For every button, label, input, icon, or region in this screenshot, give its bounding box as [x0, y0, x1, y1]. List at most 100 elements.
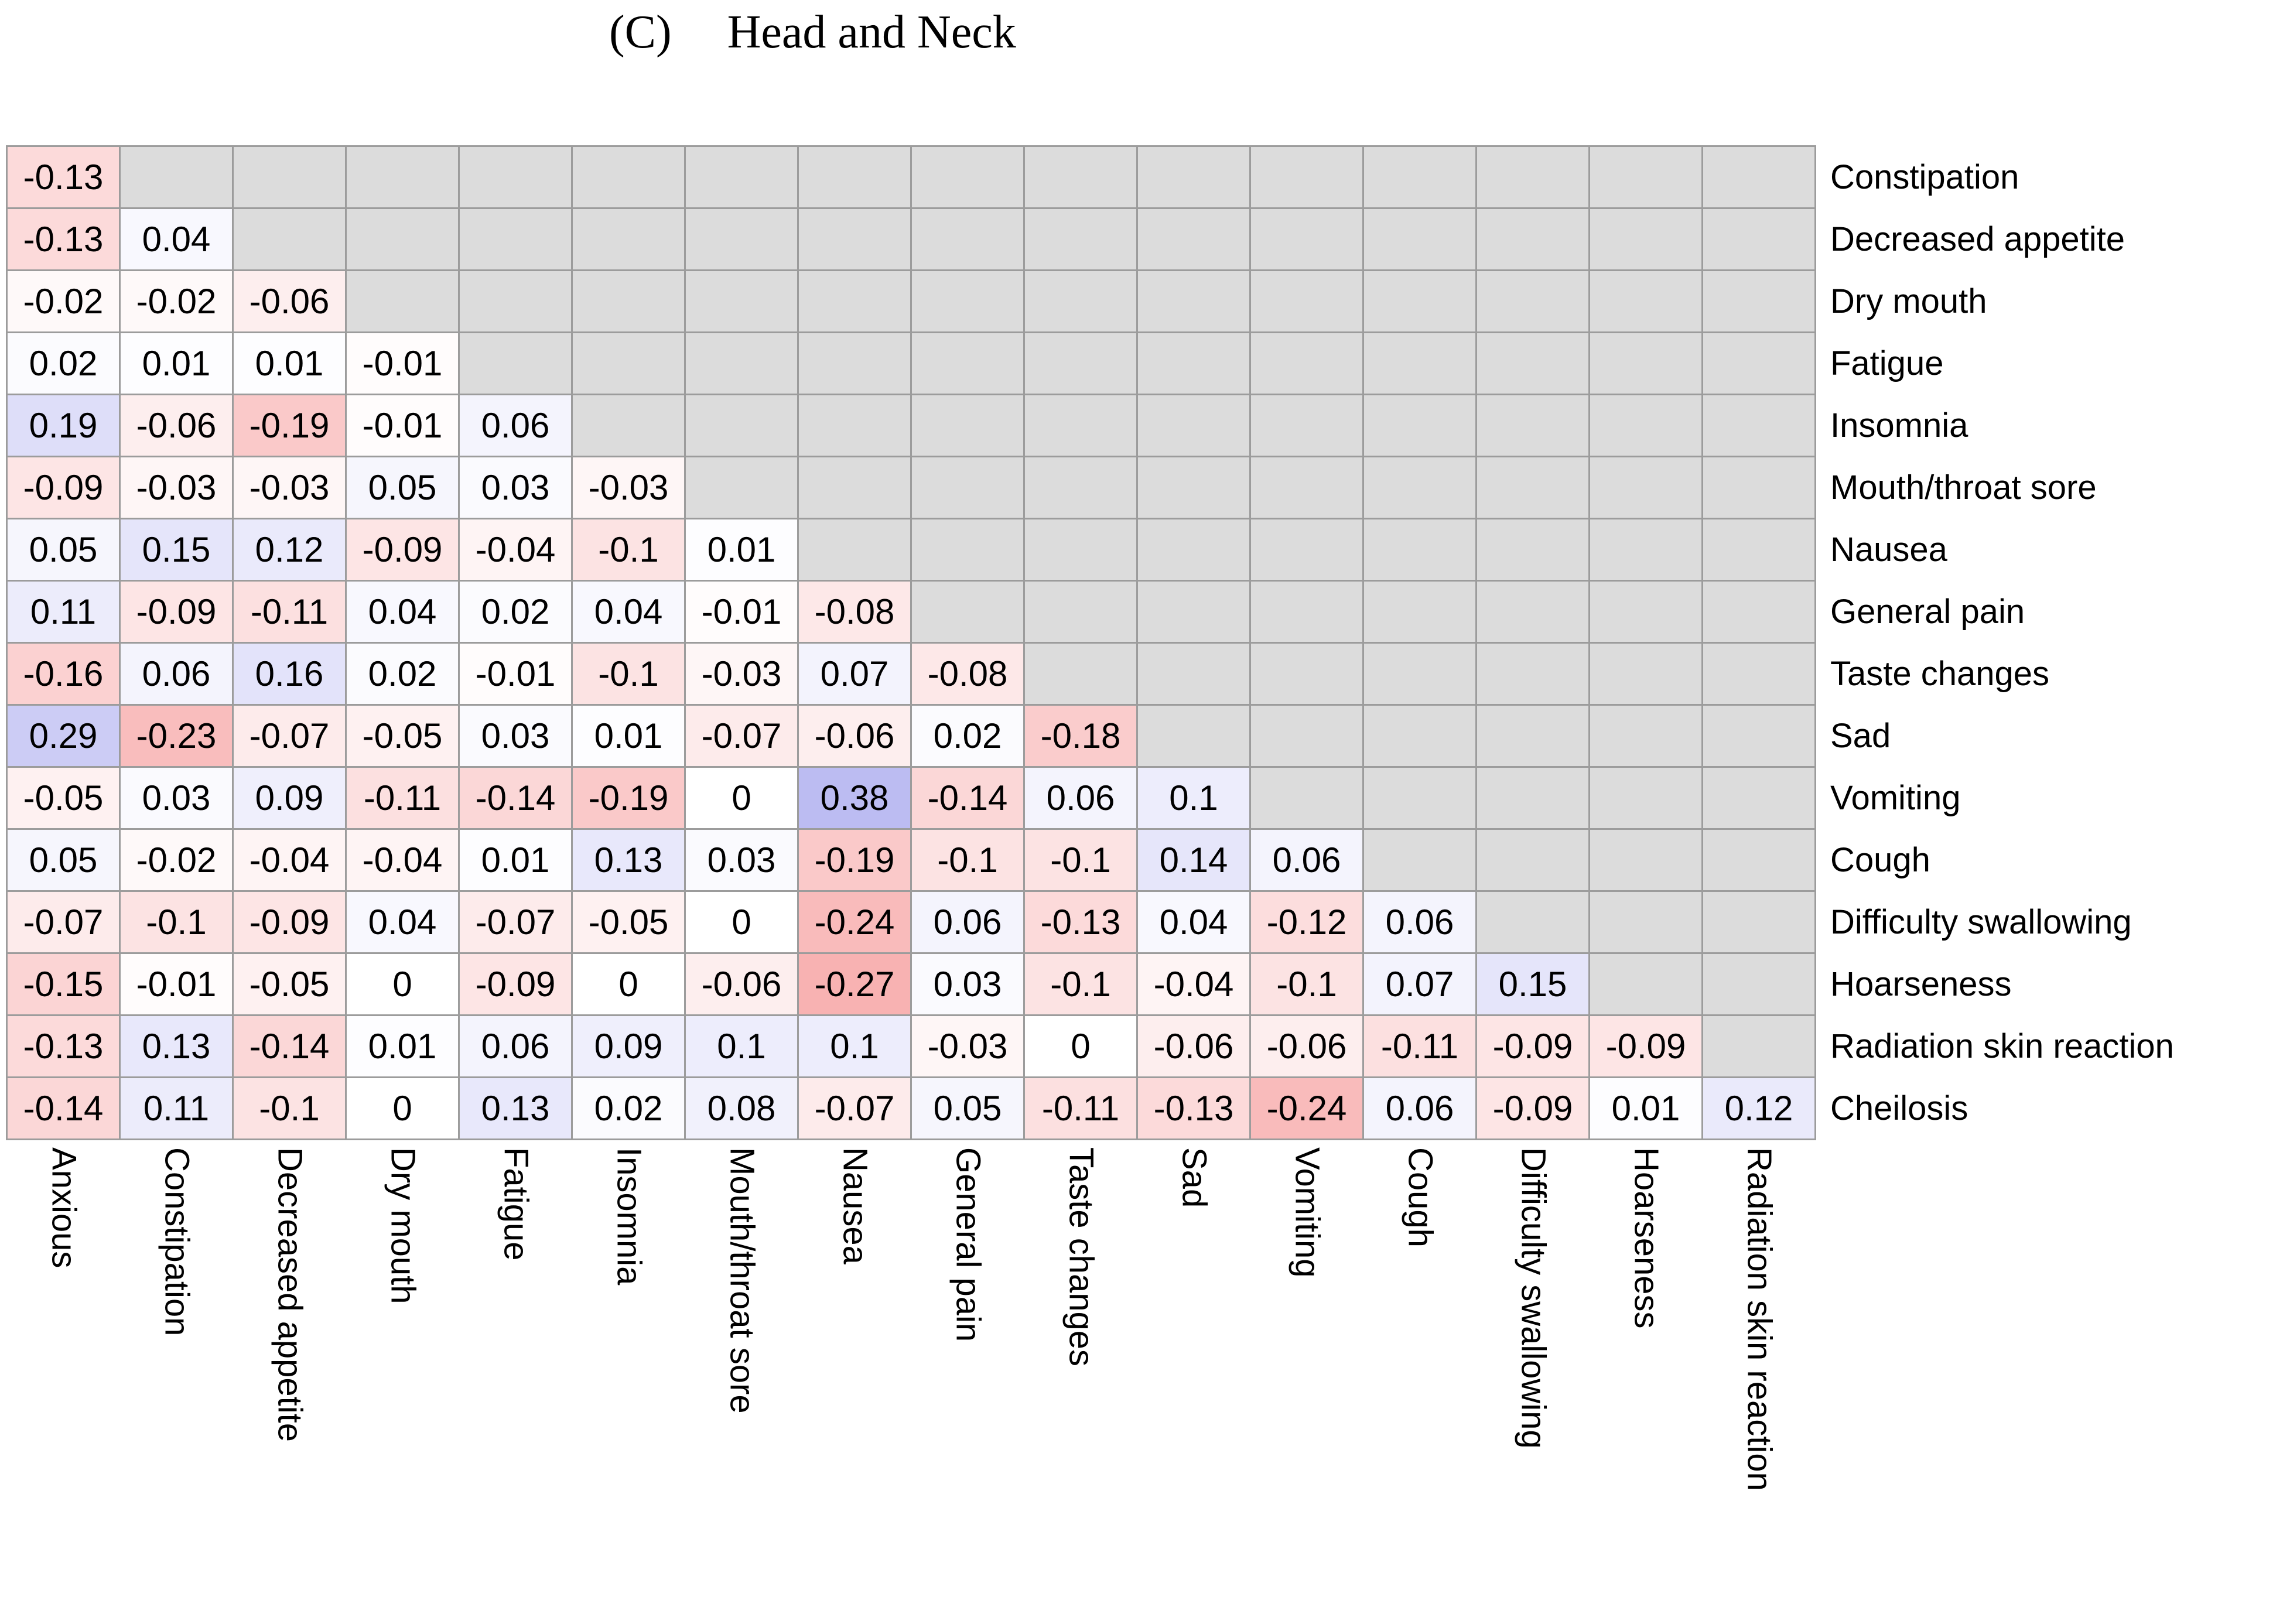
matrix-cell-empty: [1025, 209, 1136, 269]
matrix-cell: -0.01: [121, 954, 232, 1014]
matrix-cell-empty: [1138, 519, 1249, 580]
matrix-cell: -0.11: [347, 768, 458, 828]
matrix-cell-empty: [1703, 954, 1814, 1014]
matrix-cell: -0.06: [1138, 1016, 1249, 1076]
matrix-cell-empty: [1703, 1016, 1814, 1076]
matrix-cell: 0.04: [347, 582, 458, 642]
matrix-cell-empty: [686, 395, 797, 456]
matrix-cell-empty: [1025, 582, 1136, 642]
matrix-cell: 0.29: [8, 706, 119, 766]
matrix-cell-empty: [1364, 706, 1475, 766]
matrix-cell: -0.1: [912, 830, 1023, 890]
matrix-cell-empty: [1251, 457, 1362, 518]
matrix-cell-empty: [1477, 457, 1588, 518]
matrix-cell: 0.01: [121, 333, 232, 394]
matrix-cell: 0.06: [1025, 768, 1136, 828]
matrix-cell-empty: [1251, 768, 1362, 828]
matrix-cell: 0.06: [1364, 892, 1475, 952]
matrix-cell-empty: [347, 209, 458, 269]
matrix-cell: -0.01: [460, 644, 571, 704]
x-axis-label: Mouth/throat sore: [686, 1147, 797, 1592]
matrix-cell-empty: [912, 333, 1023, 394]
matrix-cell: -0.1: [121, 892, 232, 952]
matrix-cell: 0.13: [121, 1016, 232, 1076]
x-axis-label-text: Hoarseness: [1627, 1147, 1666, 1329]
matrix-cell-empty: [1477, 582, 1588, 642]
matrix-cell: -0.09: [1477, 1016, 1588, 1076]
matrix-cell-empty: [912, 395, 1023, 456]
matrix-cell: -0.13: [8, 1016, 119, 1076]
matrix-cell-empty: [1251, 209, 1362, 269]
matrix-cell-empty: [1590, 830, 1701, 890]
matrix-cell: 0.04: [573, 582, 684, 642]
matrix-cell: -0.06: [121, 395, 232, 456]
matrix-cell: 0.1: [686, 1016, 797, 1076]
matrix-cell-empty: [912, 457, 1023, 518]
x-axis-label-text: Sad: [1175, 1147, 1214, 1208]
matrix-cell: -0.07: [234, 706, 345, 766]
matrix-cell-empty: [1364, 209, 1475, 269]
matrix-cell: 0.01: [460, 830, 571, 890]
matrix-cell-empty: [1590, 954, 1701, 1014]
chart-title-label: (C): [609, 6, 672, 58]
x-axis-label: Fatigue: [460, 1147, 571, 1592]
matrix-cell: 0.19: [8, 395, 119, 456]
matrix-cell-empty: [1025, 333, 1136, 394]
matrix-cell-empty: [1138, 644, 1249, 704]
matrix-cell: -0.04: [460, 519, 571, 580]
matrix-cell: 0.11: [8, 582, 119, 642]
matrix-cell-empty: [1703, 457, 1814, 518]
matrix-cell-empty: [799, 457, 910, 518]
matrix-cell: -0.05: [347, 706, 458, 766]
matrix-cell: 0.01: [686, 519, 797, 580]
matrix-cell-empty: [799, 147, 910, 207]
x-axis-label-text: Fatigue: [497, 1147, 535, 1261]
matrix-cell: -0.09: [121, 582, 232, 642]
matrix-cell: 0.07: [799, 644, 910, 704]
matrix-cell: -0.04: [234, 830, 345, 890]
matrix-cell-empty: [1477, 209, 1588, 269]
matrix-cell: 0.02: [573, 1078, 684, 1138]
x-axis-label-text: Mouth/throat sore: [723, 1147, 761, 1414]
matrix-cell: 0.03: [460, 706, 571, 766]
matrix-cell: -0.15: [8, 954, 119, 1014]
matrix-cell: 0.09: [234, 768, 345, 828]
y-axis-label: Sad: [1830, 717, 1891, 755]
matrix-cell-empty: [347, 147, 458, 207]
x-axis-label: Constipation: [121, 1147, 232, 1592]
matrix-cell-empty: [1590, 271, 1701, 331]
y-axis-label: Cough: [1830, 841, 1930, 879]
matrix-cell-empty: [1025, 271, 1136, 331]
matrix-cell: 0.05: [347, 457, 458, 518]
matrix-cell-empty: [1590, 209, 1701, 269]
matrix-cell: -0.14: [912, 768, 1023, 828]
matrix-cell-empty: [573, 395, 684, 456]
x-axis-label-text: General pain: [949, 1147, 987, 1342]
chart-title-text: Head and Neck: [727, 6, 1016, 58]
x-axis-label: Vomiting: [1251, 1147, 1362, 1592]
matrix-cell: -0.09: [1477, 1078, 1588, 1138]
matrix-cell-empty: [686, 147, 797, 207]
matrix-cell: 0.02: [347, 644, 458, 704]
correlation-matrix: -0.13 -0.13 0.04 -0.02 -0.02 -0.06 0.02 0.01 0.0…: [6, 145, 1816, 1140]
matrix-cell-empty: [912, 519, 1023, 580]
matrix-cell: 0.03: [121, 768, 232, 828]
matrix-cell: -0.27: [799, 954, 910, 1014]
y-axis-label: Mouth/throat sore: [1830, 469, 2097, 507]
matrix-cell: -0.13: [8, 209, 119, 269]
matrix-cell-empty: [1364, 582, 1475, 642]
matrix-cell: -0.03: [912, 1016, 1023, 1076]
matrix-cell: 0.06: [912, 892, 1023, 952]
y-axis-label: Insomnia: [1830, 406, 1968, 445]
matrix-cell-empty: [686, 209, 797, 269]
matrix-cell: 0.01: [573, 706, 684, 766]
matrix-cell: 0.13: [460, 1078, 571, 1138]
matrix-cell: -0.16: [8, 644, 119, 704]
matrix-cell-empty: [1364, 271, 1475, 331]
y-axis-label: Dry mouth: [1830, 282, 1987, 320]
matrix-cell: 0.06: [460, 395, 571, 456]
matrix-cell: 0.05: [8, 519, 119, 580]
matrix-cell: 0.12: [1703, 1078, 1814, 1138]
matrix-cell-empty: [1251, 333, 1362, 394]
matrix-cell-empty: [1251, 582, 1362, 642]
